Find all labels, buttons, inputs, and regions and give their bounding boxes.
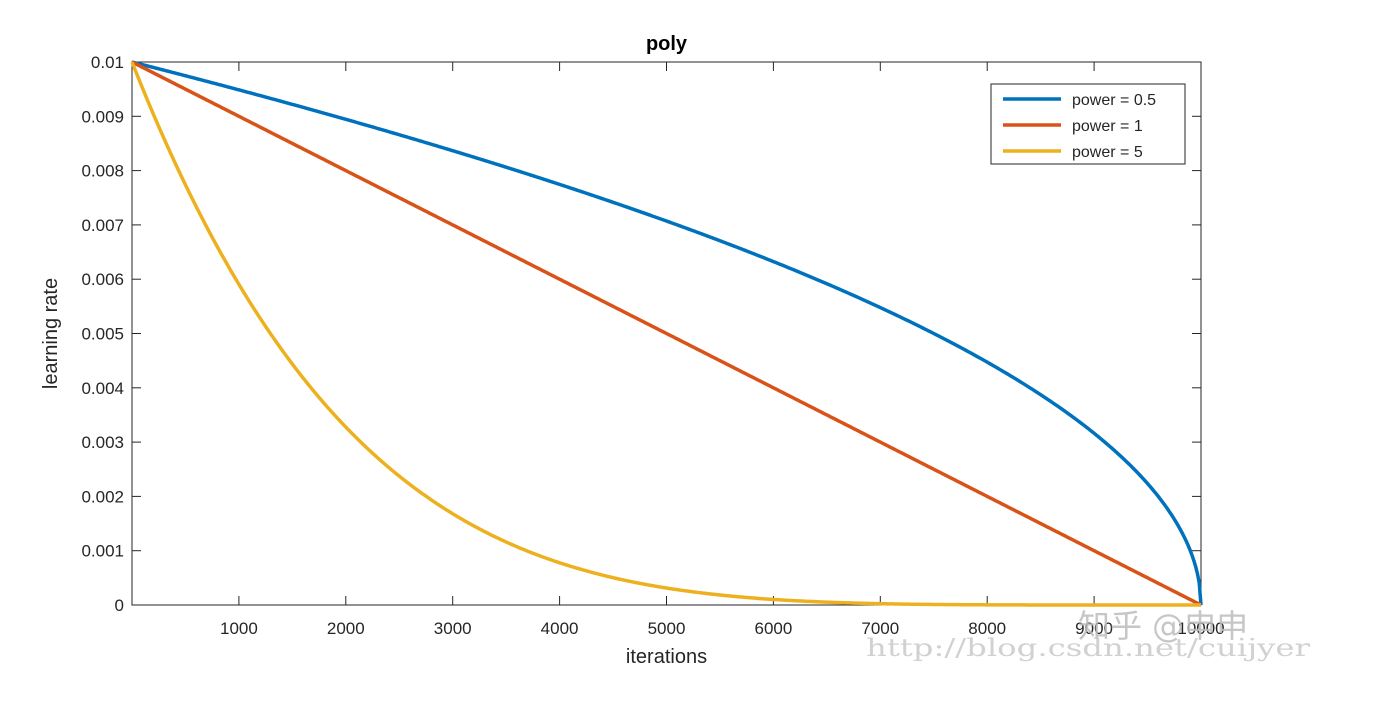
y-tick-label: 0.001 xyxy=(81,542,124,561)
y-tick-label: 0.002 xyxy=(81,487,124,506)
x-tick-label: 2000 xyxy=(327,619,365,638)
y-tick-label: 0.004 xyxy=(81,379,124,398)
y-tick-label: 0.01 xyxy=(91,53,124,72)
y-tick-label: 0.008 xyxy=(81,162,124,181)
legend: power = 0.5 power = 1 power = 5 xyxy=(990,83,1186,165)
y-tick-label: 0.007 xyxy=(81,216,124,235)
series-line-2 xyxy=(131,60,1202,607)
x-tick-label: 7000 xyxy=(861,619,899,638)
x-tick-label: 9000 xyxy=(1075,619,1113,638)
y-tick-label: 0.009 xyxy=(81,107,124,126)
series-lines xyxy=(130,60,1203,607)
y-tick-label: 0.006 xyxy=(81,270,124,289)
watermark-zhihu: 知乎 @申申 xyxy=(1078,607,1248,645)
x-tick-label: 1000 xyxy=(220,619,258,638)
y-axis-label: learning rate xyxy=(40,278,62,389)
y-tick-label: 0 xyxy=(115,596,124,615)
y-tick-label: 0.003 xyxy=(81,433,124,452)
x-tick-label: 3000 xyxy=(434,619,472,638)
legend-entry: power = 0.5 xyxy=(1072,92,1156,109)
x-axis: 1000 2000 3000 4000 5000 6000 7000 8000 9000 1000… xyxy=(220,62,1225,638)
x-tick-label: 6000 xyxy=(754,619,792,638)
series-line-3 xyxy=(130,61,1201,607)
x-axis-label: iterations xyxy=(626,646,707,668)
watermark-blog: http://blog.csdn.net/cuijyer xyxy=(866,634,1311,662)
legend-entry: power = 1 xyxy=(1072,118,1143,135)
chart-title: poly xyxy=(646,33,688,55)
legend-entry: power = 5 xyxy=(1072,144,1143,161)
x-tick-label: 8000 xyxy=(968,619,1006,638)
x-tick-label: 5000 xyxy=(648,619,686,638)
x-tick-label: 10000 xyxy=(1177,619,1224,638)
y-axis: 0 0.001 0.002 0.003 0.004 0.005 0.006 0.007 0.00… xyxy=(81,53,1201,615)
series-line-1 xyxy=(131,60,1203,606)
y-tick-label: 0.005 xyxy=(81,325,124,344)
x-tick-label: 4000 xyxy=(541,619,579,638)
